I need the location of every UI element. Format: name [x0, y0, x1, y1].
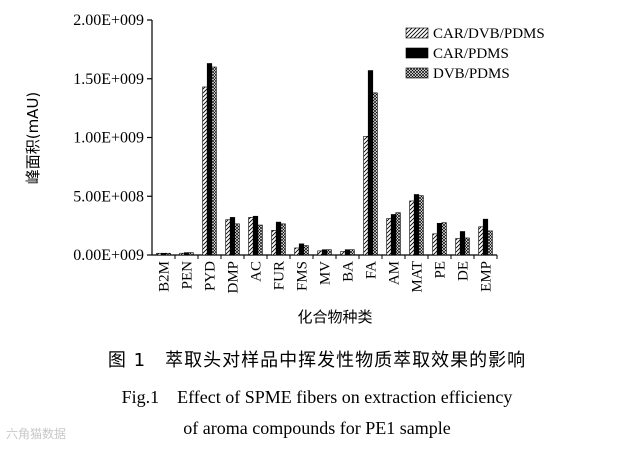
- bar-solid-black: [183, 252, 190, 256]
- x-tick-label: MAT: [410, 261, 426, 293]
- bar-crosshatch: [349, 249, 355, 256]
- bar-solid-black: [298, 243, 305, 256]
- bar-diagonal-hatch: [156, 252, 162, 256]
- bar-solid-black: [459, 231, 466, 256]
- bar-solid-black: [436, 222, 443, 256]
- bar-diagonal-hatch: [317, 250, 323, 256]
- y-axis: 0.00E+009 5.00E+008 1.00E+009 1.50E+009 2.00…: [73, 12, 153, 264]
- bar-crosshatch: [234, 223, 240, 256]
- bar-crosshatch: [257, 224, 263, 256]
- bar-crosshatch: [372, 92, 378, 256]
- legend-swatch-solid-black: [405, 47, 429, 59]
- x-tick-label: MV: [318, 261, 334, 285]
- legend-swatch-crosshatch: [405, 67, 429, 79]
- figure-caption-en-line2: of aroma compounds for PE1 sample: [183, 418, 451, 438]
- y-tick-label: 2.00E+009: [73, 12, 144, 29]
- bar-diagonal-hatch: [271, 230, 277, 256]
- x-tick-label: PE: [433, 261, 449, 279]
- bar-solid-black: [413, 194, 420, 256]
- x-tick-label: FUR: [272, 261, 288, 290]
- x-tick-label: FA: [364, 261, 380, 279]
- bar-crosshatch: [464, 237, 470, 256]
- bar-crosshatch: [188, 252, 194, 256]
- x-tick-label: BA: [341, 261, 357, 282]
- bar-crosshatch: [211, 66, 217, 256]
- bar-crosshatch: [303, 245, 309, 256]
- bar-diagonal-hatch: [225, 219, 231, 256]
- bars: [156, 63, 493, 256]
- x-axis: B2M PEN PYD DMP AC FUR FMS MV BA FA AM MAT PE DE EMP: [152, 254, 498, 294]
- bar-solid-black: [275, 221, 282, 256]
- x-tick-label: DE: [456, 261, 472, 281]
- bar-diagonal-hatch: [386, 218, 392, 256]
- bar-solid-black: [252, 215, 259, 256]
- x-tick-label: DMP: [226, 261, 242, 294]
- bar-solid-black: [229, 217, 236, 256]
- bar-solid-black: [321, 249, 328, 256]
- bar-crosshatch: [395, 212, 401, 256]
- bar-diagonal-hatch: [248, 217, 254, 256]
- y-axis-title: 峰面积(mAU): [24, 92, 42, 185]
- bar-diagonal-hatch: [179, 252, 185, 256]
- bar-crosshatch: [487, 230, 493, 256]
- bar-crosshatch: [441, 222, 447, 256]
- bar-crosshatch: [326, 249, 332, 256]
- x-tick-label: FMS: [295, 261, 311, 291]
- bar-solid-black: [482, 218, 489, 256]
- x-tick-label: PEN: [180, 261, 196, 290]
- bar-diagonal-hatch: [363, 136, 369, 256]
- bar-solid-black: [160, 252, 167, 256]
- x-axis-title: 化合物种类: [297, 308, 372, 326]
- x-tick-label: AC: [249, 261, 265, 282]
- bar-diagonal-hatch: [294, 247, 300, 256]
- y-tick-label: 5.00E+008: [73, 188, 144, 205]
- bar-diagonal-hatch: [202, 86, 208, 256]
- legend-label: DVB/PDMS: [433, 66, 510, 82]
- x-tick-label: EMP: [479, 261, 495, 292]
- bar-diagonal-hatch: [478, 226, 484, 256]
- x-tick-label: PYD: [203, 261, 219, 291]
- bar-solid-black: [206, 63, 213, 256]
- figure-caption-cn: 图 1 萃取头对样品中挥发性物质萃取效果的影响: [107, 350, 527, 371]
- bar-diagonal-hatch: [455, 238, 461, 256]
- legend: CAR/DVB/PDMS CAR/PDMS DVB/PDMS: [405, 26, 545, 82]
- bar-diagonal-hatch: [340, 251, 346, 256]
- y-tick-label: 1.50E+009: [73, 71, 144, 88]
- bar-crosshatch: [165, 252, 171, 256]
- legend-label: CAR/DVB/PDMS: [433, 26, 545, 42]
- bar-solid-black: [390, 214, 397, 256]
- y-tick-label: 0.00E+009: [73, 247, 144, 264]
- watermark: 六角猫数据: [6, 427, 67, 441]
- x-tick-label: AM: [387, 261, 403, 285]
- legend-swatch-diagonal-hatch: [405, 27, 429, 39]
- figure-caption-en-line1: Fig.1 Effect of SPME fibers on extractio…: [121, 387, 513, 407]
- bar-solid-black: [344, 249, 351, 256]
- y-tick-label: 1.00E+009: [73, 130, 144, 147]
- legend-label: CAR/PDMS: [433, 46, 509, 62]
- bar-solid-black: [367, 70, 374, 256]
- chart: 0.00E+009 5.00E+008 1.00E+009 1.50E+009 2.00…: [24, 12, 545, 326]
- bar-diagonal-hatch: [432, 233, 438, 256]
- bar-crosshatch: [418, 195, 424, 256]
- bar-crosshatch: [280, 223, 286, 256]
- x-tick-label: B2M: [157, 261, 173, 292]
- bar-diagonal-hatch: [409, 200, 415, 256]
